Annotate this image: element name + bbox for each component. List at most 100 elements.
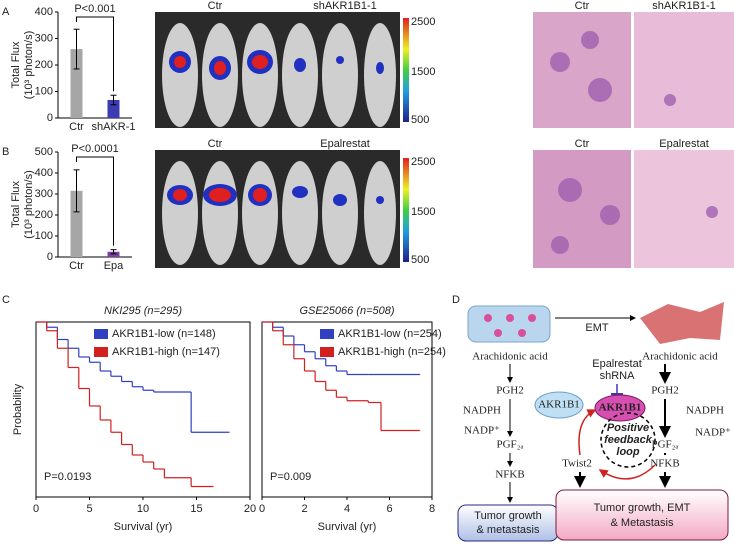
x-tick-label: 5	[86, 503, 92, 515]
y-tick-label: 300	[35, 32, 53, 44]
diagram-label: NADPH	[686, 405, 724, 417]
chart-title: NKI295 (n=295)	[104, 305, 182, 317]
diagram-label: NADPH	[463, 405, 501, 417]
legend-label: AKR1B1-high (n=254)	[338, 346, 446, 358]
mice	[162, 23, 396, 265]
diagram-label: NFKB	[650, 458, 679, 470]
diagram-label: Arachidonic acid	[642, 351, 718, 363]
image-label: Epalrestat	[659, 138, 709, 150]
x-axis-label: Survival (yr)	[318, 521, 377, 533]
legend-label: AKR1B1-low (n=148)	[112, 328, 216, 340]
significance-bracket	[76, 16, 114, 92]
diagram-label: AKR1B1	[538, 399, 580, 411]
legend-label: AKR1B1-high (n=147)	[112, 346, 220, 358]
y-axis-label: (10³ photon/s)	[23, 170, 35, 238]
x-axis-label: Survival (yr)	[114, 521, 173, 533]
x-tick-label: 8	[429, 503, 435, 515]
y-axis-label: Total Flux	[10, 180, 22, 228]
diagram-label: shRNA	[600, 370, 636, 382]
x-tick-label: 0	[259, 503, 265, 515]
annotation: P=0.009	[270, 471, 311, 483]
x-tick-label: 15	[190, 503, 202, 515]
diagram-label: PGF₂ₐ	[651, 439, 678, 451]
diagram-label: Positive	[607, 422, 649, 434]
diagram-label: PGH2	[496, 385, 524, 397]
legend-swatch	[94, 347, 108, 357]
colorbar-label: 2500	[411, 156, 435, 168]
imaging-photos	[155, 12, 734, 268]
y-tick-label: 300	[35, 188, 53, 200]
annotation: P=0.0193	[44, 471, 91, 483]
y-tick-label: 400	[35, 6, 53, 18]
panel-label: C	[2, 294, 10, 306]
annotation: P<0.0001	[71, 143, 118, 155]
panel-label: A	[2, 6, 10, 18]
x-tick-label: 6	[386, 503, 392, 515]
diagram-shapes	[457, 302, 729, 542]
x-tick-label: Ctr	[69, 260, 84, 272]
y-tick-label: 0	[47, 251, 53, 263]
y-tick-label: 100	[35, 85, 53, 97]
significance-bracket	[76, 156, 114, 246]
y-tick-label: 400	[35, 167, 53, 179]
diagram-label: EMT	[585, 322, 609, 334]
histology-lesions	[550, 31, 718, 254]
colorbar-label: 1500	[411, 66, 435, 78]
bar	[107, 251, 120, 257]
diagram-label: Twist2	[562, 458, 592, 470]
signal-blobs	[167, 50, 384, 206]
image-label: Ctr	[575, 138, 590, 150]
y-tick-label: 0	[47, 112, 53, 124]
legend-swatch	[320, 329, 334, 339]
diagram-label: Epalrestat	[592, 358, 642, 370]
diagram-label: Tumor growth	[474, 510, 541, 522]
diagram-label: & Metastasis	[611, 517, 674, 529]
image-label: shAKR1B1-1	[313, 0, 377, 12]
diagram-label: NADP⁺	[464, 425, 500, 437]
legend-label: AKR1B1-low (n=254)	[338, 328, 442, 340]
y-axis-label: Total Flux	[10, 41, 22, 89]
y-axis-label: Probability	[12, 383, 24, 435]
panel-label: D	[452, 294, 460, 306]
legend-swatch	[94, 329, 108, 339]
x-tick-label: Epa	[104, 260, 124, 272]
y-axis-label: (10³ photon/s)	[23, 31, 35, 99]
diagram-label: feedback	[604, 434, 653, 446]
legend-swatch	[320, 347, 334, 357]
image-label: Ctr	[208, 138, 223, 150]
diagram-label: PGF₂ₐ	[496, 439, 523, 451]
x-tick-label: shAKR-1	[91, 121, 135, 133]
image-label: Epalrestat	[320, 138, 370, 150]
x-tick-label: 0	[33, 503, 39, 515]
x-tick-label: 2	[301, 503, 307, 515]
x-tick-label: 10	[137, 503, 149, 515]
colorbar-label: 1500	[411, 206, 435, 218]
x-tick-label: 4	[344, 503, 350, 515]
colorbar-label: 2500	[411, 16, 435, 28]
colorbar-label: 500	[411, 114, 429, 126]
y-tick-label: 200	[35, 209, 53, 221]
image-label: Ctr	[208, 0, 223, 12]
image-label: Ctr	[575, 0, 590, 12]
x-tick-label: Ctr	[69, 121, 84, 133]
diagram-label: Arachidonic acid	[472, 351, 548, 363]
y-tick-label: 100	[35, 230, 53, 242]
diagram-label: Tumor growth, EMT	[594, 502, 691, 514]
panel-label: B	[2, 146, 9, 158]
diagram-label: AKR1B1	[599, 402, 642, 414]
y-tick-label: 200	[35, 59, 53, 71]
diagram-label: loop	[616, 446, 639, 458]
diagram-label: NFKB	[495, 469, 524, 481]
chart-title: GSE25066 (n=508)	[299, 305, 394, 317]
bar	[70, 49, 83, 118]
y-tick-label: 500	[35, 146, 53, 158]
colorbar-label: 500	[411, 254, 429, 266]
annotation: P<0.001	[74, 3, 115, 15]
image-label: shAKR1B1-1	[652, 0, 716, 12]
diagram-label: NADP⁺	[695, 427, 731, 439]
bar	[70, 190, 83, 257]
diagram-label: & metastasis	[477, 524, 540, 536]
diagram-label: PGH2	[651, 385, 679, 397]
